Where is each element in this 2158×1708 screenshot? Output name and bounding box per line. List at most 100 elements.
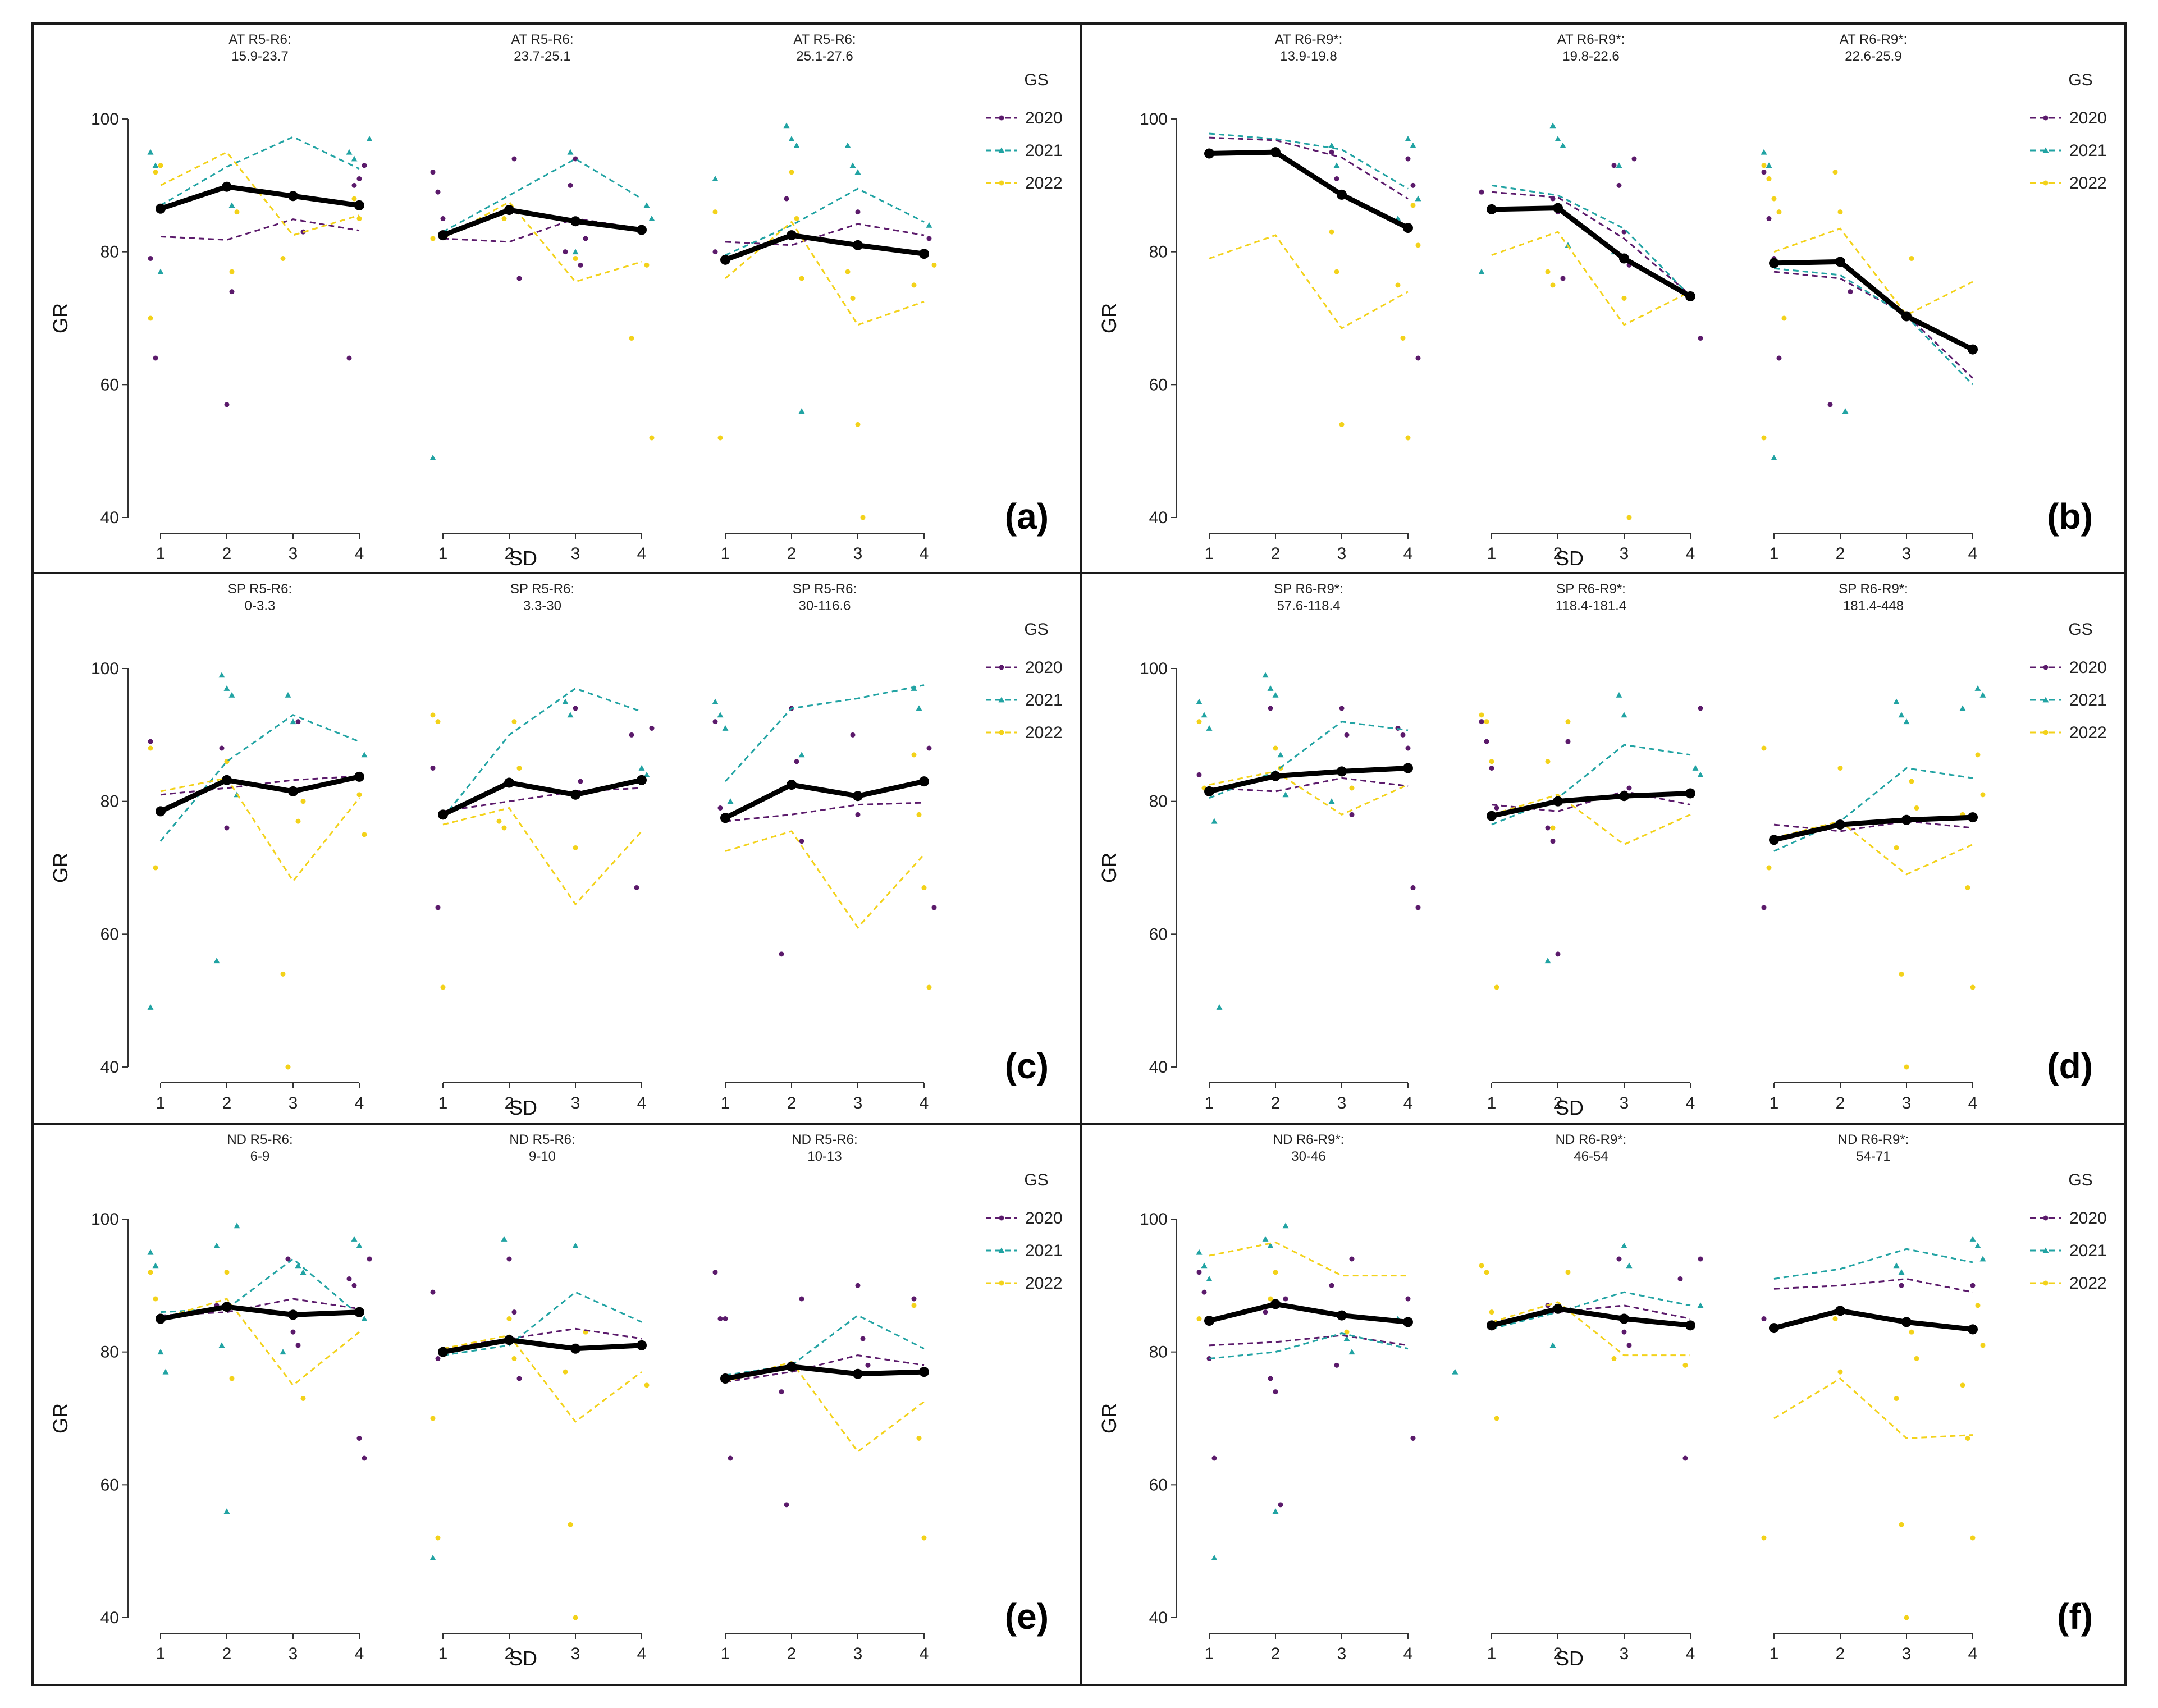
point-2022 — [153, 170, 158, 175]
point-2022 — [1970, 1535, 1976, 1541]
mean-point — [1901, 814, 1912, 825]
point-2021 — [712, 176, 719, 181]
series-line-2021 — [724, 684, 925, 782]
facet-title-line1: SP R6-R9*: — [1274, 581, 1343, 597]
point-2022 — [649, 435, 655, 441]
point-2021 — [361, 752, 368, 758]
point-2021 — [854, 169, 861, 175]
point-2022 — [1837, 766, 1843, 771]
point-2022 — [1484, 1270, 1489, 1275]
facet-title-line2: 181.4-448 — [1843, 598, 1904, 613]
point-2022 — [568, 1522, 573, 1527]
mean-point — [1270, 147, 1281, 158]
point-2020 — [1626, 1343, 1632, 1348]
y-tick-label: 60 — [100, 925, 119, 944]
facet-3: SP R5-R6:30-116.6 1 2 3 4 — [712, 581, 937, 1112]
facet-title-line2: 25.1-27.6 — [796, 49, 853, 64]
point-2020 — [224, 402, 230, 407]
point-2022 — [158, 163, 163, 168]
mean-point — [1553, 1303, 1563, 1314]
x-tick-label: 1 — [1770, 1094, 1779, 1112]
mean-point — [1901, 311, 1912, 322]
point-2021 — [1277, 752, 1284, 758]
point-2022 — [860, 515, 866, 520]
point-2022 — [1980, 1343, 1986, 1348]
point-2022 — [224, 1270, 230, 1275]
mean-point — [1403, 1317, 1413, 1327]
point-2022 — [1273, 1270, 1278, 1275]
mean-line — [159, 184, 360, 212]
point-2022 — [911, 1303, 917, 1308]
panel-letter: (d) — [2047, 1046, 2093, 1086]
facet-2: SP R6-R9*:118.4-181.4 1 2 3 4 — [1479, 581, 1704, 1112]
series-line-2021 — [1491, 184, 1691, 297]
point-2020 — [295, 719, 301, 725]
point-2020 — [850, 732, 856, 738]
point-2020 — [1268, 706, 1273, 711]
x-axis-title: SD — [1556, 547, 1584, 570]
series-line-2021 — [160, 136, 360, 207]
series-line-2020 — [160, 218, 360, 241]
series-line-2020 — [725, 223, 925, 246]
x-tick-label: 1 — [156, 1645, 166, 1663]
x-tick-label: 2 — [222, 1094, 232, 1112]
point-2021 — [849, 162, 856, 168]
point-2022 — [573, 845, 578, 850]
mean-point — [354, 1307, 364, 1317]
facet-1: AT R5-R6: 15.9-23.7 1 2 3 4 — [147, 32, 373, 563]
point-2022 — [644, 262, 650, 268]
point-2020 — [1560, 276, 1566, 281]
mean-point — [222, 775, 232, 785]
point-2022 — [1196, 719, 1202, 725]
facet-title-line1: AT R6-R9*: — [1275, 32, 1342, 47]
facet-title-line2: 118.4-181.4 — [1556, 598, 1626, 613]
x-tick-label: 3 — [571, 1094, 580, 1112]
legend-label-2022: 2022 — [1025, 1274, 1063, 1293]
point-2020 — [1761, 1316, 1767, 1321]
series-line-2020 — [1209, 1334, 1409, 1347]
mean-line — [1491, 205, 1692, 299]
point-2022 — [1565, 719, 1571, 725]
point-2021 — [157, 1349, 164, 1355]
point-2020 — [1545, 825, 1551, 831]
mean-line — [724, 232, 925, 263]
point-2022 — [1837, 209, 1843, 215]
x-tick-label: 4 — [1686, 1645, 1695, 1663]
point-2021 — [562, 698, 569, 704]
y-axis-title: GR — [49, 303, 72, 333]
mean-point — [853, 240, 863, 250]
mean-line — [725, 1364, 925, 1381]
point-2022 — [1909, 256, 1914, 261]
point-2020 — [1410, 182, 1416, 188]
point-2021 — [1282, 791, 1289, 798]
x-tick-label: 3 — [571, 544, 580, 563]
x-tick-label: 4 — [637, 1645, 647, 1663]
mean-point — [438, 1347, 448, 1357]
mean-point — [1968, 1324, 1978, 1335]
x-tick-label: 1 — [1770, 1645, 1779, 1663]
point-2020 — [712, 249, 718, 255]
facet-2: AT R6-R9*: 19.8-22.6 1 2 3 4 — [1478, 32, 1703, 563]
mean-point — [1403, 763, 1413, 773]
facet-2: ND R5-R6: 9-10 1 2 3 4 — [429, 1132, 650, 1663]
mean-line — [1491, 1306, 1691, 1328]
facet-title-line1: SP R5-R6: — [228, 581, 292, 597]
point-2020 — [1349, 812, 1355, 817]
y-tick-label: 40 — [1149, 1609, 1168, 1627]
x-tick-label: 2 — [505, 1094, 514, 1112]
point-2022 — [1626, 515, 1632, 520]
point-2022 — [1837, 1369, 1843, 1375]
point-2020 — [649, 726, 655, 731]
point-2022 — [1761, 163, 1767, 168]
x-tick-label: 2 — [1553, 544, 1563, 563]
point-2020 — [865, 1362, 871, 1368]
mean-line — [1773, 814, 1973, 842]
y-axis-title: GR — [49, 1403, 72, 1434]
y-axis-title: GR — [1098, 1403, 1121, 1434]
x-tick-label: 1 — [721, 1094, 730, 1112]
mean-point — [156, 203, 166, 214]
mean-point — [1487, 1320, 1497, 1331]
point-2020 — [1415, 355, 1421, 361]
point-2021 — [1201, 1262, 1208, 1269]
point-2021 — [1898, 1269, 1905, 1275]
